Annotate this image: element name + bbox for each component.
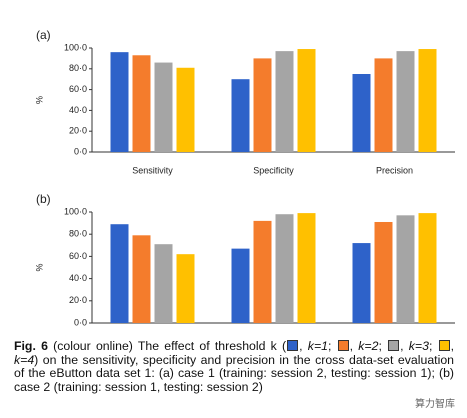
- legend-swatch: [287, 340, 299, 351]
- bar: [176, 254, 195, 323]
- legend-entry: k=1: [307, 339, 328, 353]
- caption: Fig. 6 (colour online) The effect of thr…: [14, 339, 455, 394]
- x-tick-label: Sensitivity: [132, 336, 173, 338]
- y-tick-label: 20·0: [69, 295, 87, 305]
- legend-separator: ,: [400, 339, 404, 353]
- y-tick-label: 40·0: [69, 105, 87, 115]
- y-tick-label: 0·0: [74, 146, 87, 156]
- y-tick-label: 80·0: [69, 229, 87, 239]
- legend-separator: ,: [349, 339, 354, 353]
- legend-entry: k=4: [14, 352, 35, 367]
- legend-separator: ;: [428, 339, 433, 353]
- watermark: 算力智库: [415, 399, 455, 410]
- legend-swatch: [388, 340, 400, 351]
- bar: [154, 244, 173, 323]
- panel-label: (a): [36, 28, 51, 42]
- bar: [297, 49, 316, 152]
- bar: [132, 235, 151, 323]
- caption-text: ) on the sensitivity, specificity and pr…: [14, 352, 454, 394]
- bar: [132, 55, 151, 152]
- legend-swatch: [337, 340, 349, 351]
- bar: [275, 51, 294, 153]
- y-tick-label: 20·0: [69, 126, 87, 136]
- bar: [154, 62, 173, 153]
- caption-text: (colour online) The effect of threshold …: [53, 339, 287, 353]
- figure: (a)% 0·0 20·0 40·0 60·0 80·0 100·0 Sensitivity S…: [34, 28, 455, 346]
- x-tick-label: Sensitivity: [132, 165, 173, 175]
- y-axis-label: %: [34, 263, 44, 271]
- x-tick-label: Specificity: [253, 165, 294, 175]
- y-tick-label: 0·0: [74, 317, 87, 327]
- panel-label: (b): [36, 192, 51, 206]
- caption-label: Fig. 6: [14, 339, 48, 353]
- bar: [352, 74, 371, 152]
- bar: [253, 58, 272, 152]
- y-tick-label: 80·0: [69, 63, 87, 73]
- bar: [374, 221, 393, 323]
- x-tick-label: Precision: [376, 336, 413, 338]
- bar: [110, 52, 129, 152]
- bar: [396, 51, 415, 153]
- bar: [352, 243, 371, 323]
- legend-separator: ,: [450, 339, 455, 353]
- legend-entry: k=2: [358, 339, 379, 353]
- legend-separator: ;: [327, 339, 332, 353]
- bar: [231, 79, 250, 152]
- legend-separator: ,: [299, 339, 303, 353]
- y-tick-label: 60·0: [69, 84, 87, 94]
- legend-entry: k=3: [408, 339, 429, 353]
- bar: [110, 224, 129, 323]
- bar: [231, 248, 250, 323]
- y-tick-label: 60·0: [69, 251, 87, 261]
- y-tick-label: 100·0: [64, 206, 87, 216]
- y-tick-label: 100·0: [64, 42, 87, 52]
- bar: [275, 214, 294, 323]
- legend-separator: ;: [378, 339, 382, 353]
- bar: [176, 67, 195, 152]
- bar: [253, 220, 272, 323]
- bar: [297, 213, 316, 323]
- y-axis-label: %: [34, 96, 44, 104]
- bar: [418, 213, 437, 323]
- legend-swatch: [438, 340, 450, 351]
- bar: [418, 49, 437, 152]
- x-tick-label: Precision: [376, 165, 413, 175]
- x-tick-label: Specificity: [253, 336, 294, 338]
- y-tick-label: 40·0: [69, 273, 87, 283]
- bar: [396, 215, 415, 323]
- bar: [374, 58, 393, 152]
